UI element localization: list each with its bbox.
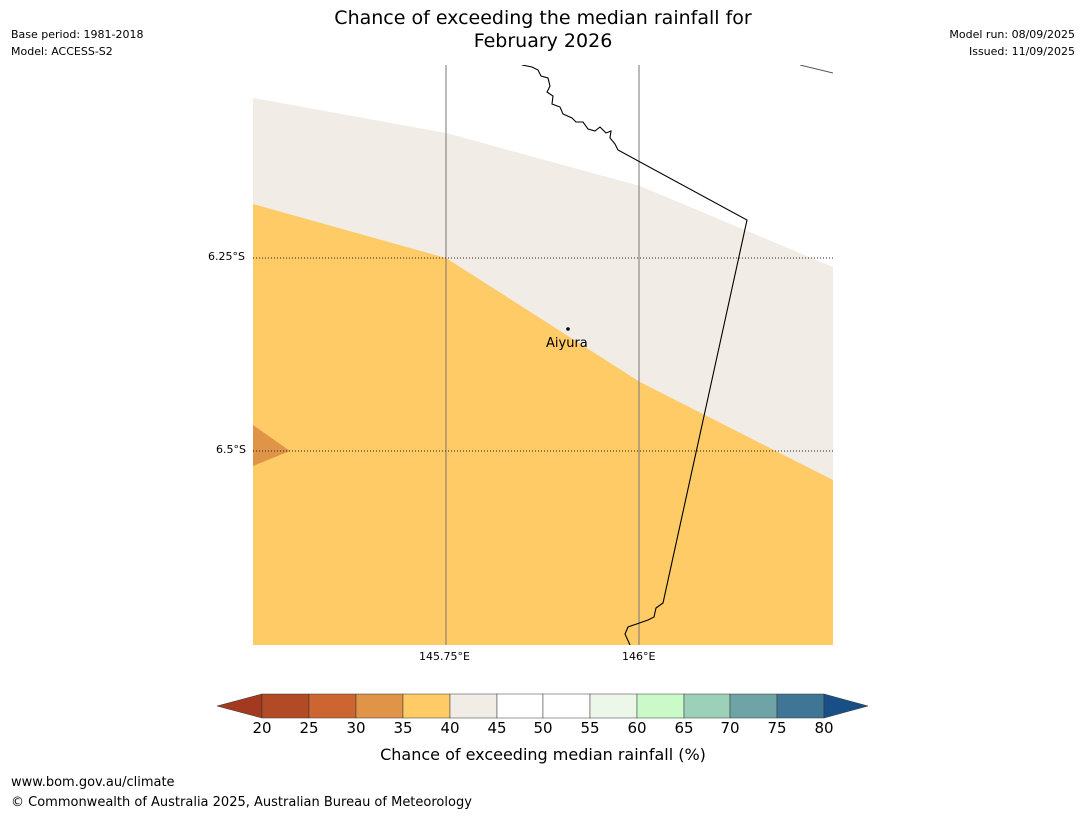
map-title: Chance of exceeding the median rainfall … xyxy=(243,7,843,53)
colorbar-tick: 75 xyxy=(767,719,787,737)
colorbar-title: Chance of exceeding median rainfall (%) xyxy=(380,745,706,764)
colorbar-tick: 60 xyxy=(627,719,647,737)
colorbar-low-extension xyxy=(216,693,263,719)
colorbar-tick: 55 xyxy=(580,719,600,737)
model-run-text: Model run: 08/09/2025 xyxy=(949,28,1075,41)
colorbar-tick: 80 xyxy=(814,719,834,737)
colorbar-segment xyxy=(308,693,357,719)
colorbar-segment xyxy=(683,693,731,719)
colorbar-segment xyxy=(542,693,591,719)
border-line xyxy=(521,65,748,645)
region-30-35 xyxy=(253,425,290,466)
colorbar-segment xyxy=(496,693,544,719)
colorbar-tick: 25 xyxy=(299,719,319,737)
title-line-1: Chance of exceeding the median rainfall … xyxy=(334,7,752,29)
colorbar-segment xyxy=(449,693,498,719)
colorbar-segment xyxy=(355,693,404,719)
issued-text: Issued: 11/09/2025 xyxy=(968,45,1075,58)
metadata-left: Base period: 1981-2018 Model: ACCESS-S2 xyxy=(11,26,143,60)
colorbar-tick: 40 xyxy=(440,719,460,737)
metadata-right: Model run: 08/09/2025 Issued: 11/09/2025 xyxy=(949,26,1075,60)
map-area xyxy=(253,65,833,645)
colorbar-tick: 35 xyxy=(393,719,413,737)
aiyura-marker xyxy=(566,327,570,331)
colorbar-segment xyxy=(729,693,778,719)
colorbar-high-extension xyxy=(823,693,869,719)
title-line-2: February 2026 xyxy=(473,30,613,52)
footer-url[interactable]: www.bom.gov.au/climate xyxy=(11,775,175,790)
colorbar-segment xyxy=(636,693,685,719)
colorbar-tick: 50 xyxy=(533,719,553,737)
colorbar-tick: 20 xyxy=(252,719,272,737)
colorbar-segment xyxy=(776,693,825,719)
colorbar-tick: 45 xyxy=(487,719,507,737)
colorbar-tick: 70 xyxy=(720,719,740,737)
lon-label-145-75: 145.75°E xyxy=(419,650,470,663)
lat-label-6-25: 6.25°S xyxy=(208,250,245,263)
place-label-aiyura: Aiyura xyxy=(546,336,588,351)
lat-label-6-5: 6.5°S xyxy=(216,443,246,456)
colorbar xyxy=(216,693,869,719)
lon-label-146: 146°E xyxy=(622,650,656,663)
colorbar-segment xyxy=(402,693,451,719)
footer-copyright: © Commonwealth of Australia 2025, Austra… xyxy=(11,795,472,810)
colorbar-tick: 30 xyxy=(346,719,366,737)
base-period-text: Base period: 1981-2018 xyxy=(11,28,144,41)
colorbar-segment xyxy=(261,693,310,719)
colorbar-segment xyxy=(589,693,638,719)
model-text: Model: ACCESS-S2 xyxy=(11,45,113,58)
colorbar-tick: 65 xyxy=(674,719,694,737)
coastline xyxy=(799,65,833,74)
region-35-40 xyxy=(253,204,833,645)
